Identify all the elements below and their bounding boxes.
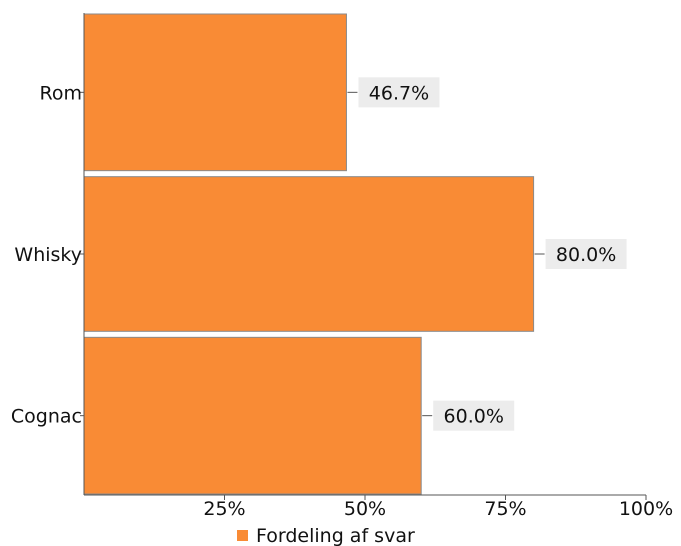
data-labels: 46.7% 80.0% 60.0% <box>347 77 627 431</box>
x-tick-label: 25% <box>203 498 245 520</box>
data-label: 60.0% <box>444 406 504 428</box>
x-tick-label: 75% <box>484 498 526 520</box>
x-tick-label: 100% <box>619 498 673 520</box>
category-label: Rom <box>40 82 82 104</box>
legend-swatch <box>237 530 248 541</box>
data-label-box <box>545 239 627 269</box>
data-label-box <box>358 77 440 108</box>
data-label-box <box>433 400 515 431</box>
legend-label: Fordeling af svar <box>256 525 415 546</box>
bars-group <box>83 13 535 495</box>
bar-rom <box>83 13 347 172</box>
x-ticks: 25% 50% 75% 100% <box>203 495 673 520</box>
category-labels: Rom Whisky Cognac <box>11 82 84 428</box>
data-label: 46.7% <box>369 82 429 104</box>
data-label: 80.0% <box>556 244 616 266</box>
category-label: Whisky <box>14 244 82 266</box>
bar-cognac <box>83 336 422 495</box>
legend: Fordeling af svar <box>237 525 415 546</box>
x-tick-label: 50% <box>344 498 386 520</box>
bar-whisky <box>83 176 535 332</box>
category-label: Cognac <box>11 406 82 428</box>
